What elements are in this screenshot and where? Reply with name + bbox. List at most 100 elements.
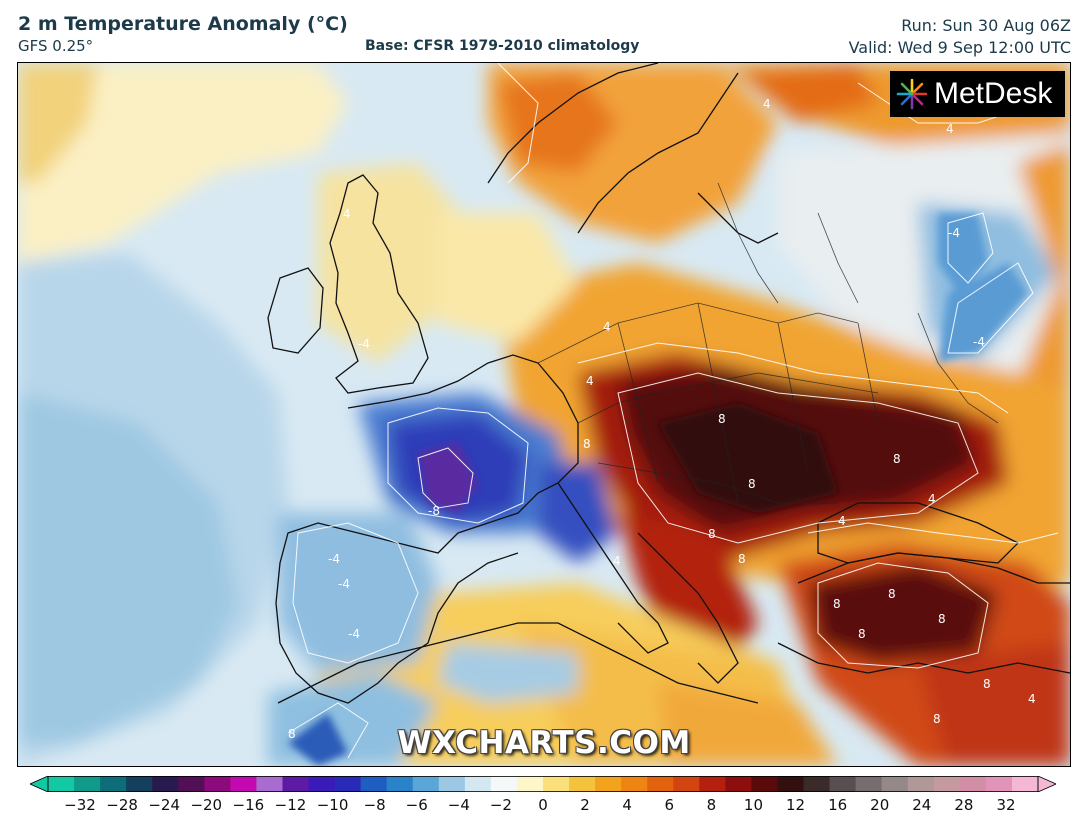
colorbar-tick-label: 12 xyxy=(785,796,806,814)
contour-label: 8 xyxy=(708,527,716,541)
colorbar-tick-label: −12 xyxy=(274,796,307,814)
contour-label: 8 xyxy=(748,477,756,491)
model-label: GFS 0.25° xyxy=(18,37,94,55)
colorbar-segment xyxy=(1011,776,1039,792)
colorbar-segment xyxy=(464,776,492,792)
colorbar-max-arrow xyxy=(1037,776,1056,792)
contour-label: 4 xyxy=(613,554,621,568)
colorbar-segment xyxy=(569,776,596,792)
colorbar-segment xyxy=(230,776,258,792)
contour-labels: -8 -4 -4 -4 -4 -4 -4 4 4 4 4 4 4 4 4 4 8… xyxy=(288,97,1036,741)
metdesk-burst-icon xyxy=(896,78,928,110)
colorbar-segment xyxy=(829,776,857,792)
contour-label: 4 xyxy=(838,514,846,528)
colorbar-segment xyxy=(959,776,987,792)
colorbar-tick-label: 4 xyxy=(622,796,632,814)
colorbar-tick-label: 28 xyxy=(954,796,974,814)
map-title: 2 m Temperature Anomaly (°C) xyxy=(18,13,348,35)
contour-label: 8 xyxy=(888,587,896,601)
colorbar-tick-labels: −32 −28 −24 −20 −16 −12 −10 −8 −6 −4 −2 0 2 4 6 8 10 12 16… xyxy=(0,796,1088,816)
colorbar-segment xyxy=(543,776,570,792)
colorbar-segment xyxy=(386,776,414,792)
contour-label: 8 xyxy=(738,552,746,566)
contour-label: 4 xyxy=(603,320,611,334)
colorbar-min-arrow xyxy=(30,776,49,792)
colorbar-segment xyxy=(985,776,1013,792)
colorbar-tick-label: −6 xyxy=(405,796,428,814)
colorbar-tick-label: −2 xyxy=(489,796,512,814)
contour-label: 8 xyxy=(583,437,591,451)
contour-label: 8 xyxy=(933,712,941,726)
contour-label: 8 xyxy=(288,727,296,741)
colorbar-segment xyxy=(412,776,440,792)
contour-label: -4 xyxy=(328,552,340,566)
colorbar-tick-label: 0 xyxy=(538,796,548,814)
colorbar-segment xyxy=(334,776,362,792)
colorbar-segment xyxy=(621,776,648,792)
colorbar-segment xyxy=(725,776,753,792)
colorbar-segment xyxy=(490,776,518,792)
country-borders xyxy=(537,182,999,504)
colorbar-tick-label: 6 xyxy=(664,796,675,814)
contour-label: -4 xyxy=(348,627,360,641)
colorbar-tick-label: −10 xyxy=(316,796,349,814)
contour-label: 4 xyxy=(586,374,594,388)
colorbar-tick-label: −16 xyxy=(232,796,265,814)
colorbar-segment xyxy=(699,776,726,792)
anomaly-contours xyxy=(287,63,1059,759)
colorbar-segment xyxy=(881,776,909,792)
colorbar-tick-label: −32 xyxy=(64,796,96,814)
colorbar-segment xyxy=(152,776,179,792)
colorbar-segment xyxy=(126,776,153,792)
anomaly-field xyxy=(18,63,1070,766)
contour-label: 8 xyxy=(938,612,946,626)
colorbar-segment xyxy=(100,776,127,792)
base-climatology-label: Base: CFSR 1979-2010 climatology xyxy=(365,38,640,54)
colorbar xyxy=(30,776,1056,792)
logo-text: MetDesk xyxy=(934,77,1053,110)
colorbar-segment xyxy=(647,776,674,792)
colorbar-segment xyxy=(256,776,284,792)
contour-label: 8 xyxy=(983,677,991,691)
colorbar-segment xyxy=(751,776,779,792)
colorbar-segment xyxy=(204,776,231,792)
contour-label: 4 xyxy=(1028,692,1036,706)
colorbar-tick-label: −24 xyxy=(148,796,180,814)
colorbar-tick-label: 32 xyxy=(996,796,1016,814)
contour-label: -8 xyxy=(428,504,440,518)
colorbar-segment xyxy=(855,776,883,792)
contour-label: 4 xyxy=(343,207,351,221)
colorbar-segment xyxy=(595,776,622,792)
contour-label: 8 xyxy=(718,412,726,426)
colorbar-segment xyxy=(673,776,700,792)
metdesk-logo: MetDesk xyxy=(890,71,1065,117)
contour-label: 8 xyxy=(858,627,866,641)
contour-label: -4 xyxy=(338,577,350,591)
colorbar-segment xyxy=(438,776,466,792)
contour-label: -4 xyxy=(973,335,985,349)
run-time-label: Run: Sun 30 Aug 06Z xyxy=(901,16,1071,35)
colorbar-tick-label: 20 xyxy=(870,796,890,814)
colorbar-segment xyxy=(803,776,831,792)
colorbar-segment xyxy=(360,776,388,792)
colorbar-segment xyxy=(308,776,336,792)
colorbar-segment xyxy=(933,776,961,792)
contour-label: 8 xyxy=(893,452,901,466)
contour-label: 8 xyxy=(833,597,841,611)
contour-label: 4 xyxy=(928,492,936,506)
colorbar-segment xyxy=(516,776,544,792)
colorbar-tick-label: 2 xyxy=(580,796,590,814)
contour-label: 4 xyxy=(946,122,954,136)
colorbar-tick-label: 10 xyxy=(743,796,763,814)
colorbar-segment xyxy=(48,776,75,792)
colorbar-segment xyxy=(777,776,805,792)
valid-time-label: Valid: Wed 9 Sep 12:00 UTC xyxy=(848,38,1071,57)
colorbar-tick-label: −4 xyxy=(447,796,470,814)
colorbar-tick-label: −8 xyxy=(363,796,386,814)
contour-label: 4 xyxy=(763,97,771,111)
contour-label: -4 xyxy=(948,226,960,240)
contour-label: -4 xyxy=(358,337,370,351)
colorbar-tick-label: −28 xyxy=(106,796,138,814)
colorbar-segment xyxy=(74,776,101,792)
colorbar-tick-label: 8 xyxy=(706,796,717,814)
